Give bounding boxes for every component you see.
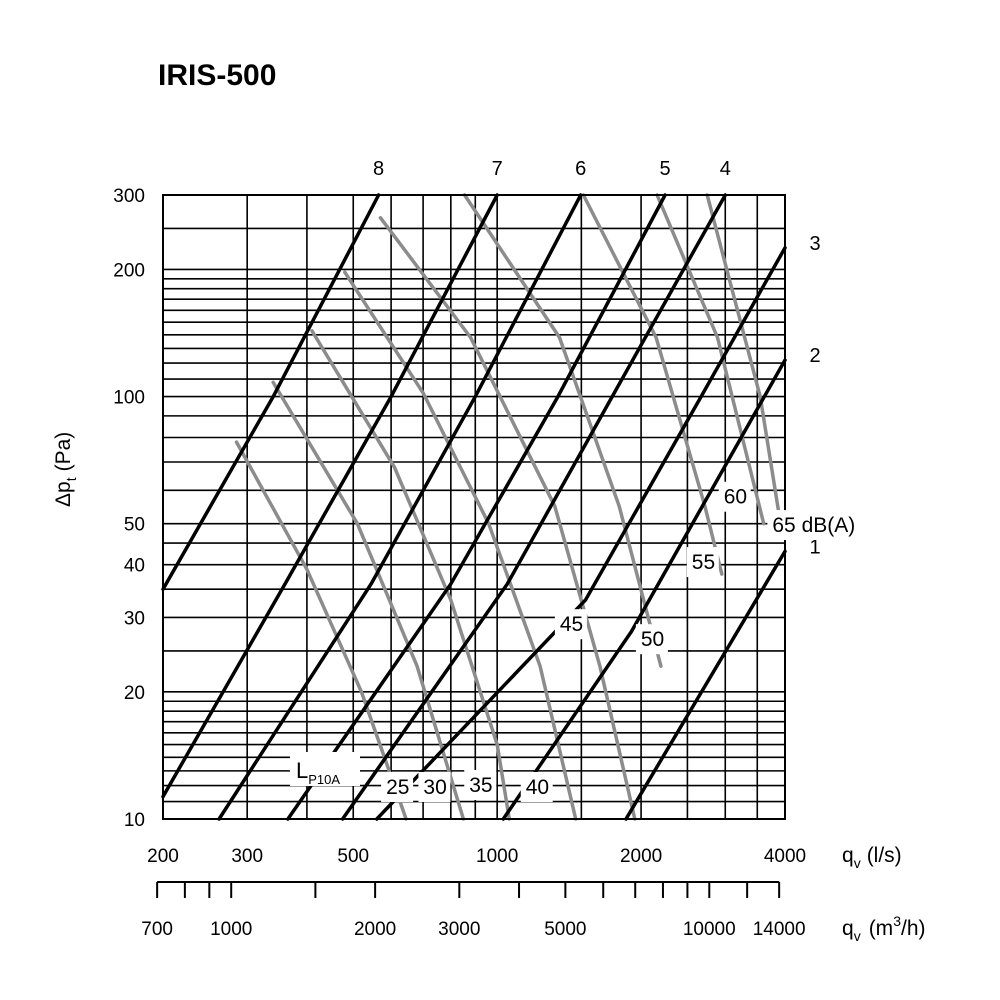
x2-tick-label: 5000 xyxy=(544,919,586,940)
setting-line-8 xyxy=(161,193,381,591)
sound-curve-65 xyxy=(705,193,785,537)
sound-curve-50 xyxy=(462,193,663,668)
sound-curve-60 xyxy=(655,193,766,526)
sound-label-bg xyxy=(381,772,414,802)
setting-label-4: 4 xyxy=(720,158,731,180)
sound-curve-55 xyxy=(581,193,724,576)
sound-label-bg xyxy=(464,770,497,800)
sound-label-30: 30 xyxy=(423,776,446,799)
x-tick-label: 4000 xyxy=(764,846,806,867)
setting-line-1 xyxy=(624,549,787,821)
x2-tick-label: 14000 xyxy=(753,919,806,940)
x2-tick-label: 1000 xyxy=(210,919,252,940)
setting-line-4 xyxy=(340,193,728,821)
x-tick-labels-primary: 200 300 500 1000 2000 4000 xyxy=(147,846,806,867)
sound-label-bg xyxy=(418,772,451,802)
sound-label-40: 40 xyxy=(526,776,549,799)
y-tick-label: 10 xyxy=(124,810,145,831)
grid xyxy=(162,194,786,820)
y-tick-label: 50 xyxy=(124,515,145,536)
setting-labels: 1 2 3 4 5 6 7 8 xyxy=(373,158,821,558)
y-tick-label: 300 xyxy=(113,186,145,207)
y-tick-label: 100 xyxy=(113,388,145,409)
setting-label-5: 5 xyxy=(660,158,671,180)
x-axis-label-secondary: qv (m3/h) xyxy=(842,913,926,944)
setting-line-5 xyxy=(286,193,667,821)
lp-main: LP10A xyxy=(296,758,340,787)
sound-label-60: 60 xyxy=(724,486,747,509)
sound-label-bg xyxy=(686,547,719,578)
x-tick-labels-secondary: 700 1000 2000 3000 5000 10000 14000 xyxy=(141,919,805,940)
sound-label-55: 55 xyxy=(692,551,715,574)
chart-title: IRIS-500 xyxy=(158,59,276,92)
setting-line-7 xyxy=(161,193,499,799)
setting-label-6: 6 xyxy=(575,158,586,180)
sound-label-bg xyxy=(767,510,866,541)
x2-tick-label: 2000 xyxy=(354,919,396,940)
y-tick-label: 20 xyxy=(124,683,145,704)
setting-label-8: 8 xyxy=(373,158,384,180)
x2-tick-label: 10000 xyxy=(683,919,736,940)
sound-label-bg xyxy=(554,609,587,640)
setting-label-1: 1 xyxy=(809,536,820,558)
sound-curve-35 xyxy=(310,329,512,821)
plot-frame xyxy=(162,194,786,820)
sound-label-45: 45 xyxy=(560,613,583,636)
x-tick-label: 200 xyxy=(147,846,179,867)
setting-line-3 xyxy=(375,246,787,821)
sound-level-labels: 25 30 35 40 45 50 55 60 65 dB(A) xyxy=(381,481,866,802)
sound-level-curves xyxy=(234,193,785,821)
sound-curve-25 xyxy=(234,440,408,821)
x2-tick-label: 3000 xyxy=(438,919,480,940)
x-tick-label: 1000 xyxy=(476,846,518,867)
sound-curve-45 xyxy=(378,216,637,821)
lp10a-label: LP10A xyxy=(290,752,360,787)
setting-label-3: 3 xyxy=(809,233,820,255)
y-tick-labels: 10 20 30 40 50 100 200 300 xyxy=(113,186,145,831)
y-tick-label: 30 xyxy=(124,608,145,629)
setting-line-6 xyxy=(217,193,583,821)
x-tick-label: 2000 xyxy=(620,846,662,867)
sound-curve-40 xyxy=(343,270,578,821)
sound-curve-30 xyxy=(271,380,466,821)
y-tick-label: 40 xyxy=(124,556,145,577)
setting-label-2: 2 xyxy=(809,345,820,367)
x2-tick-label: 700 xyxy=(141,919,173,940)
y-axis-label: Δpt(Pa) xyxy=(52,432,79,507)
x-tick-label: 500 xyxy=(337,846,369,867)
sound-label-35: 35 xyxy=(469,774,492,797)
x-tick-label: 300 xyxy=(231,846,263,867)
sound-label-65: 65 dB(A) xyxy=(772,514,855,537)
sound-label-bg xyxy=(718,481,751,512)
sound-label-25: 25 xyxy=(386,776,409,799)
secondary-x-axis xyxy=(156,881,781,898)
setting-lines xyxy=(161,193,787,821)
setting-label-7: 7 xyxy=(492,158,503,180)
y-tick-label: 200 xyxy=(113,260,145,281)
setting-line-2 xyxy=(501,358,787,821)
x-axis-label-primary: qv (l/s) xyxy=(842,844,902,871)
sound-label-bg xyxy=(520,772,553,802)
sound-label-50: 50 xyxy=(641,628,664,651)
sound-label-bg xyxy=(635,624,668,655)
